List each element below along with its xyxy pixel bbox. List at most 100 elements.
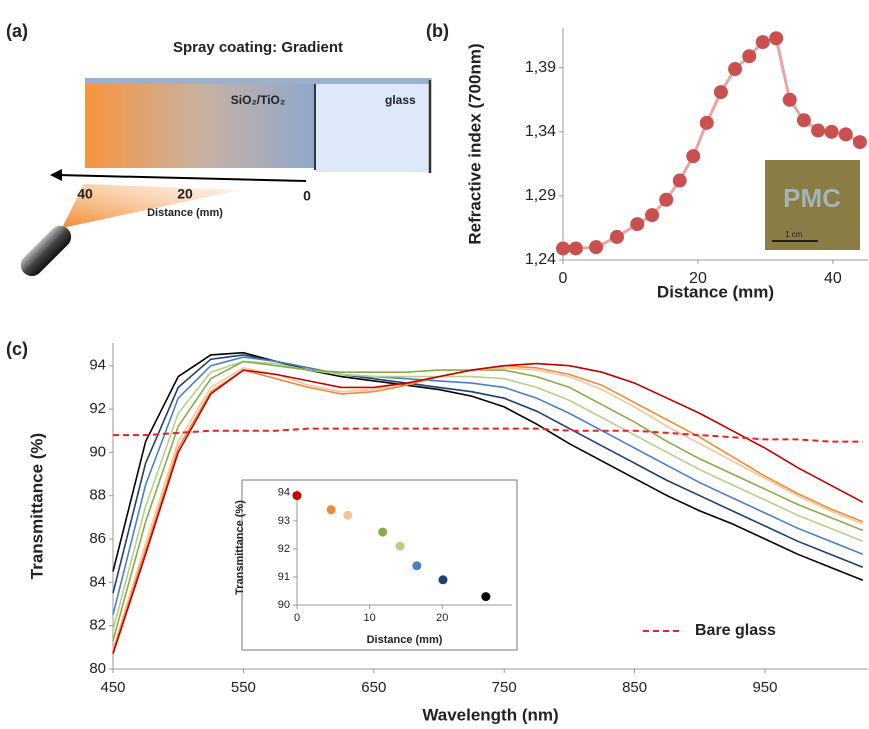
y-tick-label: 92 bbox=[278, 543, 290, 555]
chart: 80 82 84 86 88 90 92 94 450 550 650 750 850 950 Wavele… bbox=[6, 339, 868, 724]
data-point bbox=[659, 192, 674, 207]
x-tick-label: 650 bbox=[361, 679, 386, 696]
data-point bbox=[699, 115, 714, 130]
data-point bbox=[412, 561, 422, 571]
y-tick-label: 1,29 bbox=[525, 187, 556, 204]
y-tick-label: 94 bbox=[89, 357, 106, 374]
distance-tick: 40 bbox=[77, 186, 93, 202]
x-tick-label: 850 bbox=[622, 679, 647, 696]
y-tick-label: 80 bbox=[89, 660, 106, 677]
data-point bbox=[481, 592, 491, 602]
data-point bbox=[728, 62, 743, 77]
y-tick-label: 93 bbox=[278, 515, 290, 527]
data-line bbox=[112, 362, 864, 655]
panel-label: (b) bbox=[426, 21, 449, 41]
x-tick-label: 750 bbox=[492, 679, 517, 696]
y-axis-label: Refractive index (700nm) bbox=[465, 43, 484, 244]
y-tick-label: 91 bbox=[278, 571, 290, 583]
data-point bbox=[782, 92, 797, 107]
x-tick-label: 0 bbox=[559, 270, 568, 287]
x-tick-label: 20 bbox=[436, 612, 448, 624]
data-point bbox=[769, 31, 784, 46]
data-point bbox=[343, 510, 353, 520]
data-point bbox=[645, 208, 660, 223]
data-point bbox=[609, 229, 624, 244]
panel-label: (c) bbox=[6, 339, 28, 359]
y-tick-label: 90 bbox=[278, 599, 290, 611]
x-tick-label: 0 bbox=[294, 612, 300, 624]
y-tick-label: 1,34 bbox=[525, 123, 556, 140]
panel-label: (a) bbox=[6, 21, 28, 41]
data-point bbox=[796, 113, 811, 128]
data-line bbox=[112, 351, 864, 581]
y-tick-label: 82 bbox=[89, 617, 106, 634]
data-line bbox=[112, 360, 864, 642]
data-point bbox=[438, 575, 448, 585]
y-tick-label: 88 bbox=[89, 487, 106, 504]
legend-label: Bare glass bbox=[695, 622, 776, 639]
data-point bbox=[811, 123, 826, 138]
data-point bbox=[378, 527, 388, 537]
chart: 90 91 92 93 94 0 10 20 Distance (mm) Transmittanc… bbox=[234, 479, 518, 651]
coating-label: SiO₂/TiO₂ bbox=[231, 93, 285, 107]
data-point bbox=[838, 127, 853, 142]
x-tick-label: 450 bbox=[100, 679, 125, 696]
distance-tick: 20 bbox=[177, 186, 193, 202]
distance-arrow bbox=[57, 174, 307, 182]
x-tick-label: 950 bbox=[752, 679, 777, 696]
data-point bbox=[824, 124, 839, 139]
data-line bbox=[112, 360, 864, 631]
spray-cone bbox=[62, 184, 240, 228]
y-axis-label: Transmittance (%) bbox=[234, 500, 246, 595]
scale-label: 1 cm bbox=[785, 230, 803, 239]
y-tick-label: 84 bbox=[89, 573, 106, 590]
photo-text: PMC bbox=[783, 183, 841, 213]
data-point bbox=[755, 35, 770, 50]
data-point bbox=[686, 149, 701, 164]
x-tick-label: 20 bbox=[689, 270, 707, 287]
sample-photo bbox=[765, 160, 860, 250]
x-axis-label: Wavelength (nm) bbox=[422, 705, 558, 724]
data-point bbox=[672, 173, 687, 188]
arrow-head bbox=[50, 169, 62, 181]
y-tick-label: 1,24 bbox=[525, 251, 556, 268]
data-line bbox=[112, 367, 864, 650]
substrate-top bbox=[85, 78, 432, 84]
data-point bbox=[395, 541, 405, 551]
x-tick-label: 10 bbox=[364, 612, 376, 624]
panel-a: (a) Spray coating: Gradient SiO₂/TiO₂ gl… bbox=[6, 21, 432, 277]
data-point bbox=[568, 241, 583, 256]
data-line bbox=[113, 427, 863, 443]
gradient-coating bbox=[85, 84, 315, 168]
data-line bbox=[112, 356, 864, 615]
distance-label: Distance (mm) bbox=[147, 207, 223, 219]
data-point bbox=[852, 135, 867, 150]
data-point bbox=[292, 491, 302, 501]
x-tick-label: 550 bbox=[231, 679, 256, 696]
y-tick-label: 92 bbox=[89, 400, 106, 417]
y-tick-label: 94 bbox=[278, 487, 290, 499]
diagram-title: Spray coating: Gradient bbox=[173, 39, 343, 56]
chart: 1,24 1,29 1,34 1,39 0 20 40 Distance (mm) Refrac… bbox=[426, 21, 868, 301]
distance-tick: 0 bbox=[303, 188, 311, 204]
photo: PMC 1 cm bbox=[765, 160, 860, 250]
substrate-label: glass bbox=[385, 93, 416, 107]
y-axis-label: Transmittance (%) bbox=[27, 433, 46, 579]
data-point bbox=[556, 241, 570, 256]
x-axis-label: Distance (mm) bbox=[657, 282, 774, 301]
spray-nozzle bbox=[20, 225, 72, 277]
data-point bbox=[589, 240, 604, 255]
data-line bbox=[112, 354, 864, 594]
y-tick-label: 90 bbox=[89, 443, 106, 460]
data-point bbox=[630, 217, 645, 232]
data-point bbox=[713, 85, 728, 100]
x-axis-label: Distance (mm) bbox=[367, 634, 443, 646]
data-point bbox=[326, 505, 336, 515]
y-tick-label: 1,39 bbox=[525, 59, 556, 76]
glass bbox=[315, 84, 430, 172]
y-tick-label: 86 bbox=[89, 530, 106, 547]
data-point bbox=[742, 49, 757, 64]
inset-frame bbox=[241, 479, 518, 651]
x-tick-label: 40 bbox=[824, 270, 842, 287]
